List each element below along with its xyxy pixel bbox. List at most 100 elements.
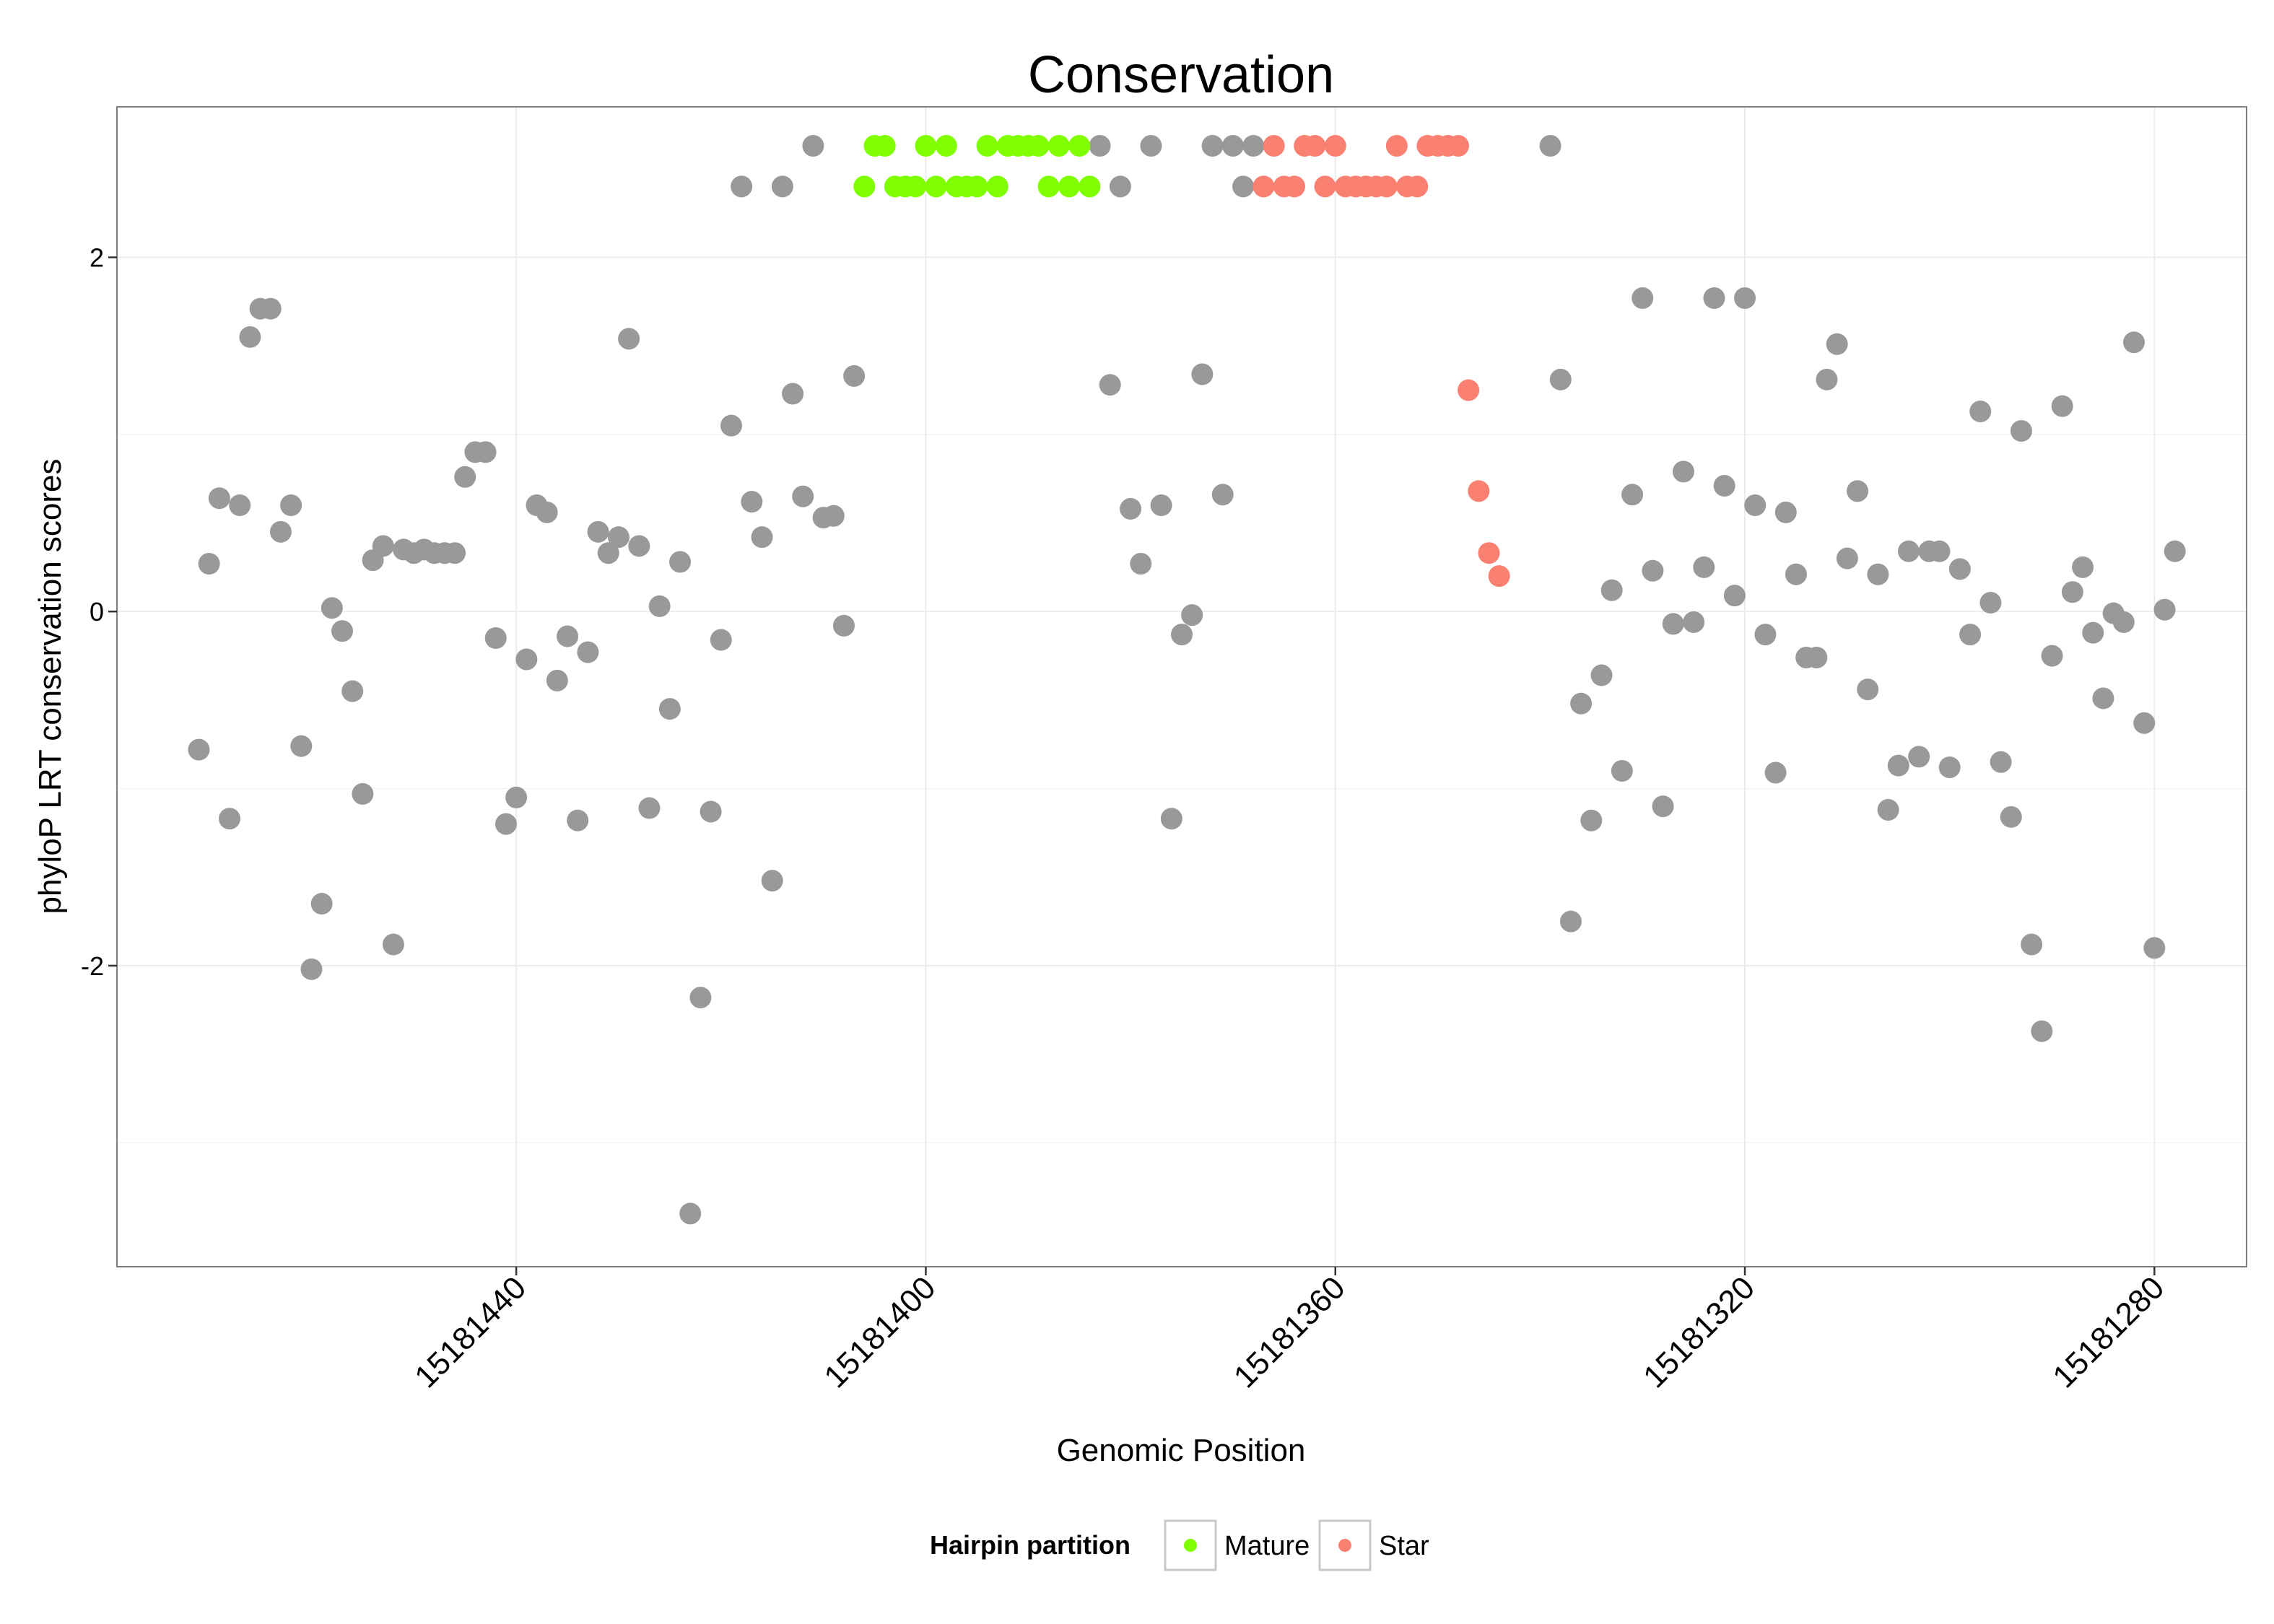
- data-point-other: [290, 735, 313, 757]
- data-point-other: [382, 933, 404, 956]
- data-point-star: [1304, 134, 1326, 157]
- data-point-other: [1171, 624, 1193, 646]
- data-point-other: [710, 629, 732, 651]
- data-point-other: [1089, 134, 1111, 157]
- data-point-mature: [1027, 134, 1050, 157]
- data-point-other: [1600, 579, 1623, 601]
- data-point-other: [638, 797, 661, 819]
- data-point-other: [1120, 497, 1142, 520]
- x-tick-label: 15181320: [1637, 1270, 1761, 1394]
- data-point-star: [1458, 379, 1480, 401]
- data-point-other: [1877, 799, 1899, 821]
- data-point-other: [229, 494, 251, 517]
- data-point-other: [1160, 808, 1182, 830]
- data-point-other: [1816, 368, 1838, 390]
- data-point-other: [300, 958, 323, 980]
- data-point-other: [1805, 647, 1828, 669]
- data-point-other: [269, 520, 292, 543]
- data-point-star: [1314, 175, 1336, 198]
- data-point-other: [741, 491, 763, 513]
- x-tick-label: 15181400: [817, 1270, 942, 1394]
- data-point-star: [1468, 480, 1490, 502]
- data-point-other: [1221, 134, 1244, 157]
- data-point-other: [669, 551, 692, 573]
- data-point-other: [1887, 754, 1909, 777]
- data-point-other: [372, 535, 394, 557]
- data-point-other: [1908, 746, 1930, 768]
- data-point-other: [341, 680, 364, 702]
- data-point-other: [444, 542, 466, 564]
- data-point-other: [1652, 795, 1674, 818]
- data-point-other: [1928, 540, 1951, 562]
- data-point-other: [198, 552, 220, 575]
- data-point-other: [2092, 687, 2114, 710]
- data-point-other: [1938, 756, 1961, 779]
- data-point-other: [1099, 374, 1121, 396]
- data-point-other: [1979, 591, 2002, 614]
- data-point-star: [1488, 565, 1510, 588]
- y-axis-title: phyloP LRT conservation scores: [32, 458, 68, 914]
- data-point-star: [1406, 175, 1429, 198]
- data-point-other: [1642, 559, 1664, 582]
- data-point-other: [1897, 540, 1920, 562]
- x-axis: 15181440 15181400 15181360 15181320 15181280: [408, 1267, 2171, 1394]
- data-point-mature: [874, 134, 896, 157]
- data-point-star: [1253, 175, 1275, 198]
- data-point-star: [1263, 134, 1285, 157]
- y-tick-label: 2: [90, 243, 104, 273]
- data-point-other: [2133, 712, 2156, 734]
- data-point-mature: [1037, 175, 1060, 198]
- data-point-other: [484, 627, 507, 650]
- data-point-other: [1774, 501, 1797, 523]
- data-point-other: [832, 614, 855, 637]
- data-point-other: [2122, 331, 2145, 354]
- data-point-other: [618, 328, 640, 350]
- data-point-other: [515, 648, 538, 671]
- data-point-mature: [905, 175, 927, 198]
- data-point-mature: [1079, 175, 1101, 198]
- data-point-other: [1211, 484, 1234, 506]
- data-point-other: [2153, 598, 2176, 621]
- data-point-other: [1150, 494, 1172, 517]
- data-point-other: [771, 175, 793, 198]
- data-point-other: [843, 364, 866, 387]
- x-axis-title: Genomic Position: [1057, 1433, 1306, 1468]
- data-point-other: [1723, 585, 1746, 607]
- data-point-mature: [853, 175, 876, 198]
- data-point-mature: [1047, 134, 1070, 157]
- data-point-star: [1478, 542, 1500, 564]
- data-point-other: [2072, 556, 2094, 578]
- x-tick-label: 15181440: [408, 1270, 533, 1394]
- data-point-other: [1948, 558, 1971, 580]
- data-point-other: [1867, 563, 1889, 585]
- data-point-other: [700, 800, 722, 823]
- data-point-other: [208, 487, 230, 510]
- data-point-other: [648, 595, 671, 617]
- data-point-other: [761, 870, 783, 892]
- data-point-other: [2061, 581, 2083, 603]
- data-point-mature: [986, 175, 1009, 198]
- data-point-other: [2010, 419, 2032, 442]
- data-point-other: [454, 466, 476, 488]
- points-layer: [188, 134, 2186, 1225]
- grid-layer: [117, 107, 2247, 1267]
- data-point-other: [1559, 910, 1582, 933]
- legend-swatch-mature: [1184, 1539, 1197, 1552]
- data-point-other: [2112, 611, 2135, 633]
- data-point-other: [310, 893, 333, 915]
- data-point-other: [628, 535, 650, 557]
- data-point-mature: [976, 134, 998, 157]
- data-point-other: [1191, 363, 1214, 385]
- data-point-other: [1836, 547, 1858, 569]
- data-point-other: [679, 1202, 702, 1225]
- data-point-star: [1324, 134, 1346, 157]
- data-point-mature: [966, 175, 988, 198]
- data-point-other: [1549, 368, 1572, 390]
- data-point-other: [2041, 645, 2063, 667]
- data-point-other: [1632, 287, 1654, 309]
- data-point-other: [751, 526, 773, 549]
- data-point-mature: [1068, 134, 1091, 157]
- data-point-mature: [1058, 175, 1080, 198]
- legend-label-mature: Mature: [1224, 1531, 1310, 1561]
